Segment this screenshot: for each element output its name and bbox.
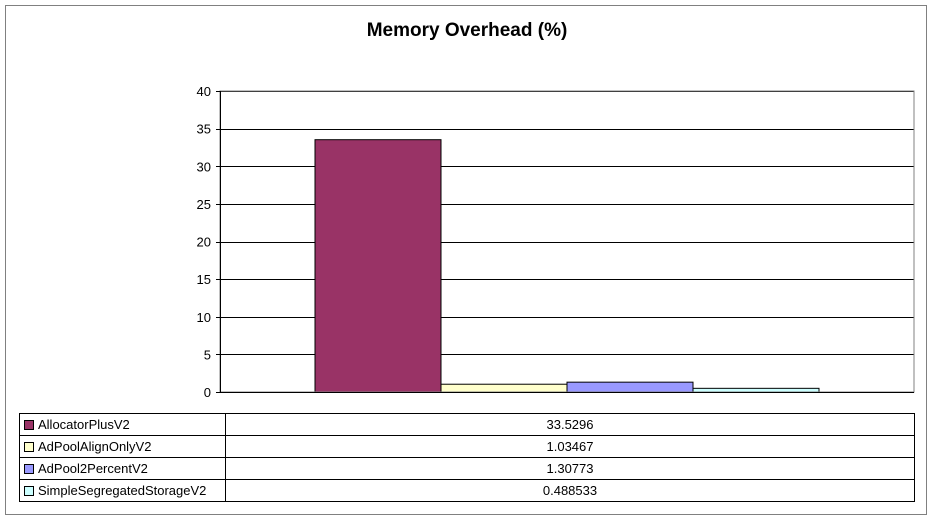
y-tick-label: 10 [197,310,211,325]
series-name: AdPoolAlignOnlyV2 [38,439,152,454]
table-row: AllocatorPlusV2 33.5296 [19,413,915,436]
data-label: 0.488533 [225,479,915,502]
data-label: 1.03467 [225,435,915,458]
table-row: AdPool2PercentV2 1.30773 [19,457,915,480]
data-label: 33.5296 [225,413,915,436]
y-tick-label: 20 [197,235,211,250]
chart-title: Memory Overhead (%) [366,20,568,41]
y-tick-label: 40 [197,84,211,99]
legend-entry: AdPool2PercentV2 [19,457,226,480]
series-name: AdPool2PercentV2 [38,461,148,476]
legend-entry: SimpleSegregatedStorageV2 [19,479,226,502]
series-name: SimpleSegregatedStorageV2 [38,483,207,498]
legend-swatch [24,441,34,452]
bar-adpoolalignonlyv2 [440,383,568,393]
y-tick-label: 30 [197,159,211,174]
y-tick-label: 15 [197,272,211,287]
legend-entry: AdPoolAlignOnlyV2 [19,435,226,458]
legend-swatch [24,485,34,496]
series-name: AllocatorPlusV2 [38,417,130,432]
table-row: AdPoolAlignOnlyV2 1.03467 [19,435,915,458]
legend-swatch [24,463,34,474]
y-tick-label: 25 [197,197,211,212]
bar-allocatorplusv2 [314,139,442,393]
legend-entry: AllocatorPlusV2 [19,413,226,436]
y-tick-label: 35 [197,122,211,137]
data-label: 1.30773 [225,457,915,480]
legend-swatch [24,419,34,430]
data-table: AllocatorPlusV2 33.5296 AdPoolAlignOnlyV2 1… [19,413,915,502]
bar-simplesegregatedstoragev2 [692,387,820,393]
y-tick-label: 0 [204,385,211,400]
y-tick-label: 5 [204,347,211,362]
bar-adpool2percentv2 [566,381,694,393]
table-row: SimpleSegregatedStorageV2 0.488533 [19,479,915,502]
